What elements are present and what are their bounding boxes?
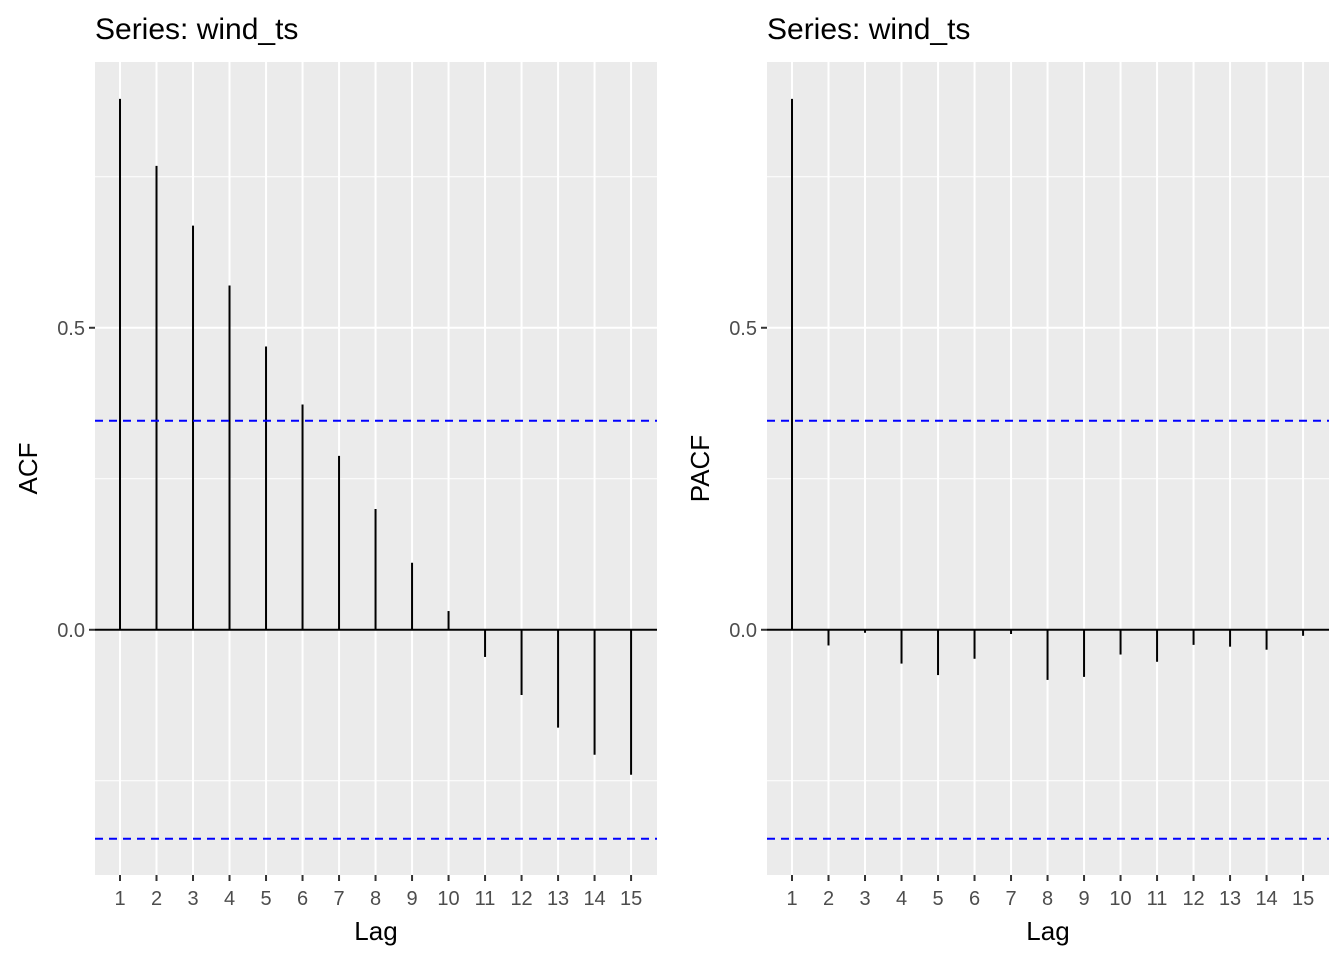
x-tick-label: 1 — [786, 888, 797, 910]
x-tick-label: 5 — [932, 888, 943, 910]
x-tick-label: 1 — [114, 888, 125, 910]
x-tick-label: 4 — [224, 888, 235, 910]
x-tick-label: 13 — [547, 888, 569, 910]
x-tick-label: 15 — [1292, 888, 1314, 910]
x-tick-label: 14 — [583, 888, 605, 910]
x-tick-label: 4 — [896, 888, 907, 910]
x-tick-label: 6 — [297, 888, 308, 910]
x-tick-label: 10 — [437, 888, 459, 910]
y-tick-label: 0.0 — [57, 620, 85, 642]
x-tick-label: 9 — [406, 888, 417, 910]
chart-title: Series: wind_ts — [767, 13, 970, 46]
y-axis-label: ACF — [13, 443, 43, 495]
x-tick-label: 2 — [151, 888, 162, 910]
x-axis-label: Lag — [354, 916, 397, 946]
x-tick-label: 2 — [823, 888, 834, 910]
x-tick-label: 11 — [475, 888, 496, 910]
x-tick-label: 8 — [1042, 888, 1053, 910]
x-tick-label: 11 — [1147, 888, 1168, 910]
x-axis-label: Lag — [1026, 916, 1069, 946]
x-tick-label: 3 — [187, 888, 198, 910]
y-axis-label: PACF — [685, 435, 715, 502]
x-tick-label: 14 — [1255, 888, 1277, 910]
x-tick-label: 5 — [260, 888, 271, 910]
x-tick-label: 3 — [859, 888, 870, 910]
x-tick-label: 15 — [620, 888, 642, 910]
y-tick-label: 0.0 — [729, 620, 757, 642]
chart-title: Series: wind_ts — [95, 13, 298, 46]
x-tick-label: 13 — [1219, 888, 1241, 910]
x-tick-label: 9 — [1078, 888, 1089, 910]
x-tick-label: 8 — [370, 888, 381, 910]
x-tick-label: 7 — [1005, 888, 1016, 910]
y-tick-label: 0.5 — [57, 318, 85, 340]
x-tick-label: 12 — [1182, 888, 1204, 910]
x-tick-label: 10 — [1109, 888, 1131, 910]
y-tick-label: 0.5 — [729, 318, 757, 340]
x-tick-label: 12 — [510, 888, 532, 910]
x-tick-label: 6 — [969, 888, 980, 910]
x-tick-label: 7 — [333, 888, 344, 910]
